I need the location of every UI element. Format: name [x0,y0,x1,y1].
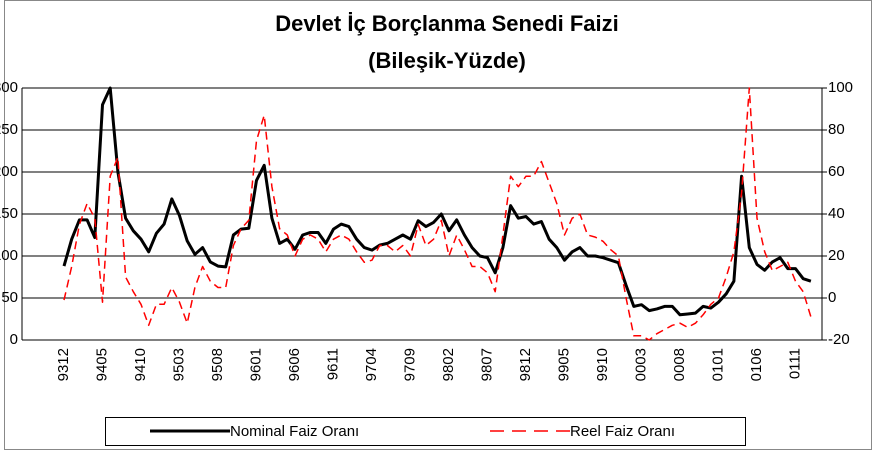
x-tick-label: 9704 [363,348,380,381]
x-tick-label: 9503 [170,348,187,381]
x-tick-label: 9910 [594,348,611,381]
chart-frame [4,0,872,450]
x-tick-label: 9807 [478,348,495,381]
series-line [63,87,812,341]
legend-label: Nominal Faiz Oranı [230,423,359,440]
x-tick-label: 9410 [132,348,149,381]
y-tick-label: 100 [0,247,18,264]
y2-tick-label: 40 [828,205,845,222]
y2-tick-label: 60 [828,163,845,180]
legend-label: Reel Faiz Oranı [570,423,675,440]
y2-tick-label: 100 [828,79,853,96]
x-tick-label: 0008 [671,348,688,381]
x-tick-label: 9611 [324,348,341,380]
x-tick-label: 0003 [632,348,649,381]
x-tick-label: 0101 [709,348,726,381]
y2-tick-label: 0 [828,289,836,306]
x-tick-label: 9709 [401,348,418,381]
x-tick-label: 9812 [517,348,534,381]
y-tick-label: 150 [0,205,18,222]
x-tick-label: 9905 [555,348,572,381]
y2-tick-label: 20 [828,247,845,264]
chart-title: Devlet İç Borçlanma Senedi Faizi [275,11,619,36]
y-tick-label: 250 [0,121,18,138]
series-line [62,86,812,317]
x-tick-label: 0111 [786,348,803,379]
y-tick-label: 300 [0,79,18,96]
x-tick-label: 9606 [286,348,303,381]
x-tick-label: 0106 [748,348,765,381]
x-tick-label: 9405 [93,348,110,381]
y-tick-label: 200 [0,163,18,180]
chart-subtitle: (Bileşik-Yüzde) [368,48,526,73]
x-tick-label: 9802 [440,348,457,381]
x-tick-label: 9312 [55,348,72,381]
y-tick-label: 50 [1,289,18,306]
y-tick-label: 0 [10,331,18,348]
x-tick-label: 9508 [209,348,226,381]
y2-tick-label: 80 [828,121,845,138]
y2-tick-label: -20 [828,331,850,348]
x-tick-label: 9601 [247,348,264,381]
